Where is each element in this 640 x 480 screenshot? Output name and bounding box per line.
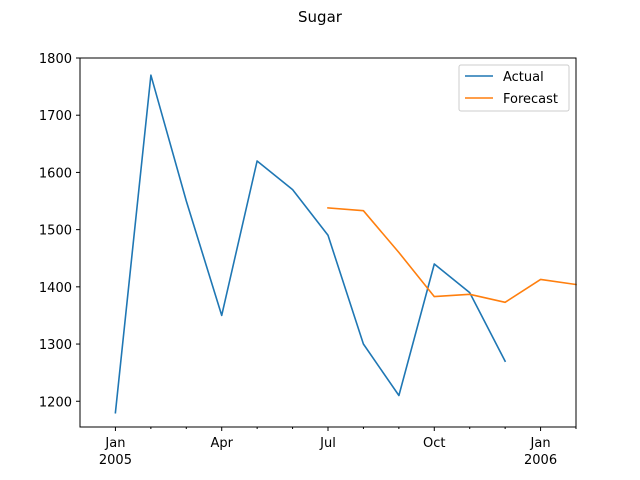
y-tick-label: 1200 (39, 395, 72, 410)
y-tick-label: 1300 (39, 338, 72, 353)
x-tick-label: Apr (210, 436, 233, 451)
y-tick-label: 1500 (39, 224, 72, 239)
legend-label-actual: Actual (503, 70, 544, 85)
chart-title: Sugar (298, 8, 343, 26)
x-tick-year-label: 2006 (524, 453, 557, 468)
x-tick-label: Jan (530, 436, 551, 451)
y-tick-label: 1800 (39, 52, 72, 67)
x-tick-label: Jan (104, 436, 125, 451)
x-axis: Jan 2005 Apr Jul Oct Jan 2006 (99, 427, 577, 468)
x-tick-label: Oct (423, 436, 445, 451)
series-layer (114, 74, 577, 414)
series-line-actual (114, 74, 507, 414)
y-tick-label: 1700 (39, 109, 72, 124)
legend-label-forecast: Forecast (503, 92, 558, 107)
plot-frame (79, 57, 577, 428)
legend: Actual Forecast (458, 64, 570, 112)
y-axis: 1200 1300 1400 1500 1600 1700 1800 (39, 52, 80, 410)
x-tick-year-label: 2005 (99, 453, 132, 468)
x-tick-label: Jul (319, 436, 336, 451)
y-tick-label: 1400 (39, 281, 72, 296)
y-tick-label: 1600 (39, 166, 72, 181)
series-line-forecast (327, 207, 577, 304)
